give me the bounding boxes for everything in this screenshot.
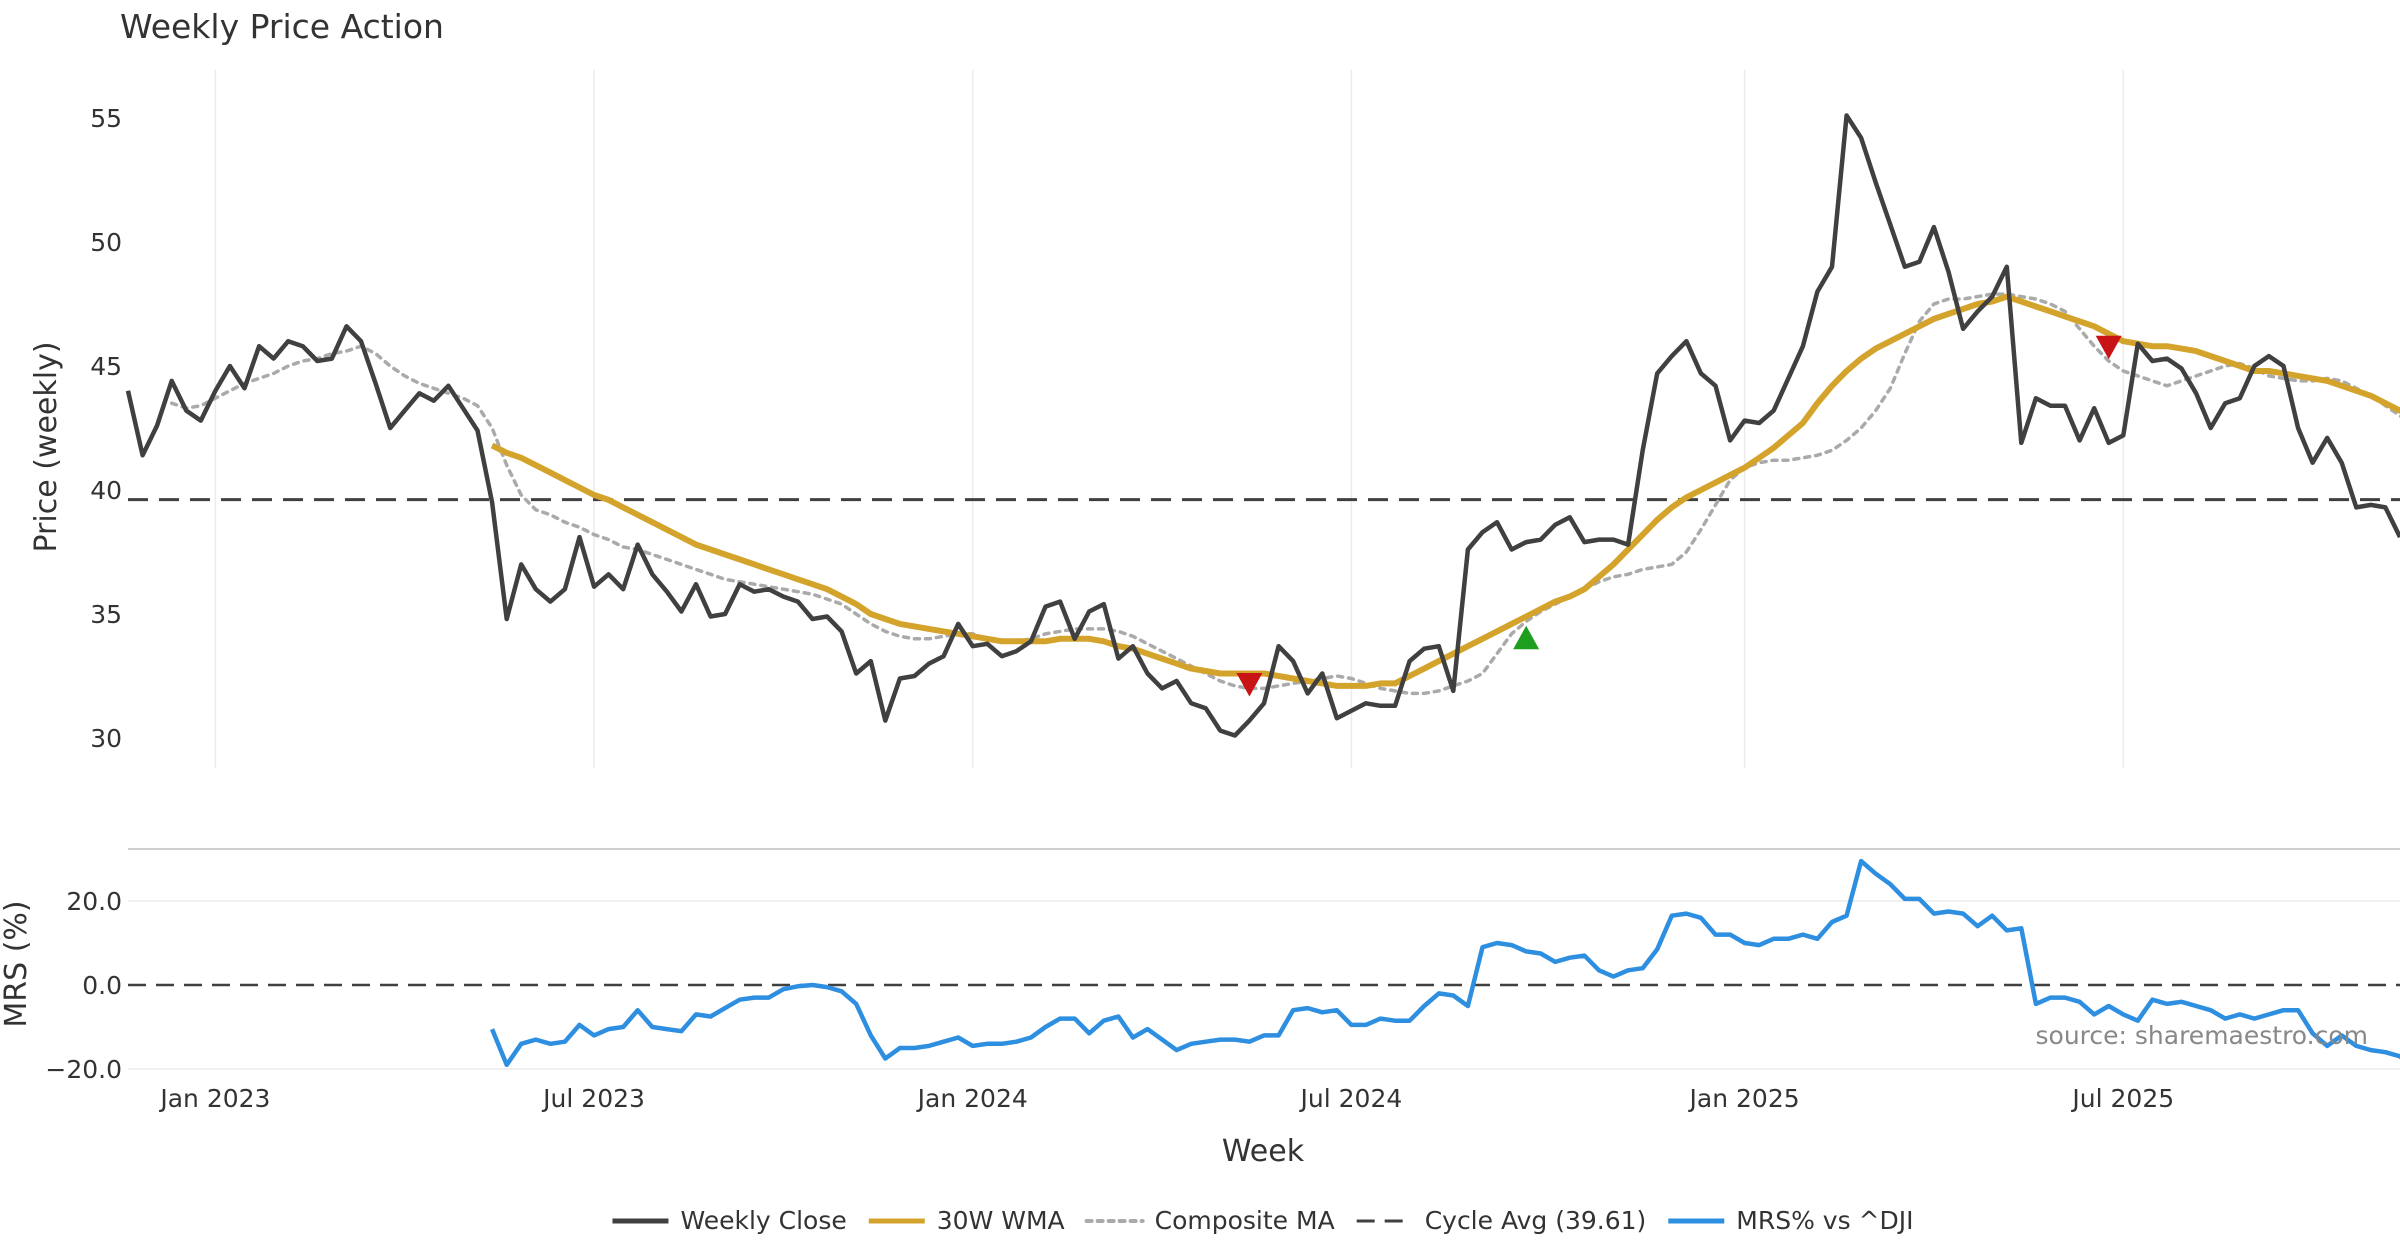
price-series [125,113,2400,738]
x-axis-label: Week [1222,1134,1305,1169]
price-y-tick-label: 35 [90,600,122,629]
legend-item: Cycle Avg (39.61) [1356,1206,1647,1235]
legend-label: Composite MA [1155,1206,1335,1235]
signal-markers [1236,335,2122,697]
x-axis-ticks: Jan 2023 Jul 2023 Jan 2024 Jul 2024 Jan 2025… [158,1084,2174,1113]
legend-item: Weekly Close [612,1206,847,1235]
price-y-tick-label: 40 [90,476,122,505]
legend-item: MRS% vs ^DJI [1668,1206,1914,1235]
legend-label: 30W WMA [937,1206,1065,1235]
x-tick-label: Jul 2024 [1299,1084,1403,1113]
composite-ma-line [169,292,2400,696]
price-y-ticks: 30 35 40 45 50 55 [90,104,122,753]
legend-label: Cycle Avg (39.61) [1425,1206,1647,1235]
legend-item: 30W WMA [868,1206,1065,1235]
mrs-y-tick-label: 0.0 [82,971,122,1000]
legend-item: Composite MA [1084,1206,1335,1235]
mrs-line [490,858,2400,1068]
x-tick-label: Jan 2025 [1688,1084,1800,1113]
weekly-close-line [125,113,2400,738]
x-tick-label: Jan 2023 [158,1084,270,1113]
x-tick-label: Jan 2024 [916,1084,1028,1113]
x-tick-label: Jul 2025 [2070,1084,2174,1113]
price-y-tick-label: 30 [90,724,122,753]
source-note: source: sharemaestro.com [2036,1021,2369,1050]
legend-label: MRS% vs ^DJI [1736,1206,1913,1235]
mrs-y-tick-label: −20.0 [45,1055,122,1084]
legend: Weekly Close 30W WMA Composite MA Cycle Avg… [612,1206,1914,1235]
price-y-tick-label: 55 [90,104,122,133]
mrs-y-axis-label: MRS (%) [0,900,34,1027]
price-y-tick-label: 50 [90,228,122,257]
mrs-grid [128,900,2400,1070]
x-tick-label: Jul 2023 [541,1084,645,1113]
mrs-series [490,858,2400,1068]
mrs-y-ticks: −20.0 0.0 20.0 [45,887,122,1084]
chart-title: Weekly Price Action [120,7,444,46]
price-y-tick-label: 45 [90,352,122,381]
sell-marker [1236,673,1263,697]
legend-label: Weekly Close [680,1206,846,1235]
wma-30w-line [490,293,2400,689]
buy-marker [1513,625,1540,650]
mrs-y-tick-label: 20.0 [66,887,122,916]
price-y-axis-label: Price (weekly) [29,341,64,552]
sell-marker [2095,335,2122,360]
